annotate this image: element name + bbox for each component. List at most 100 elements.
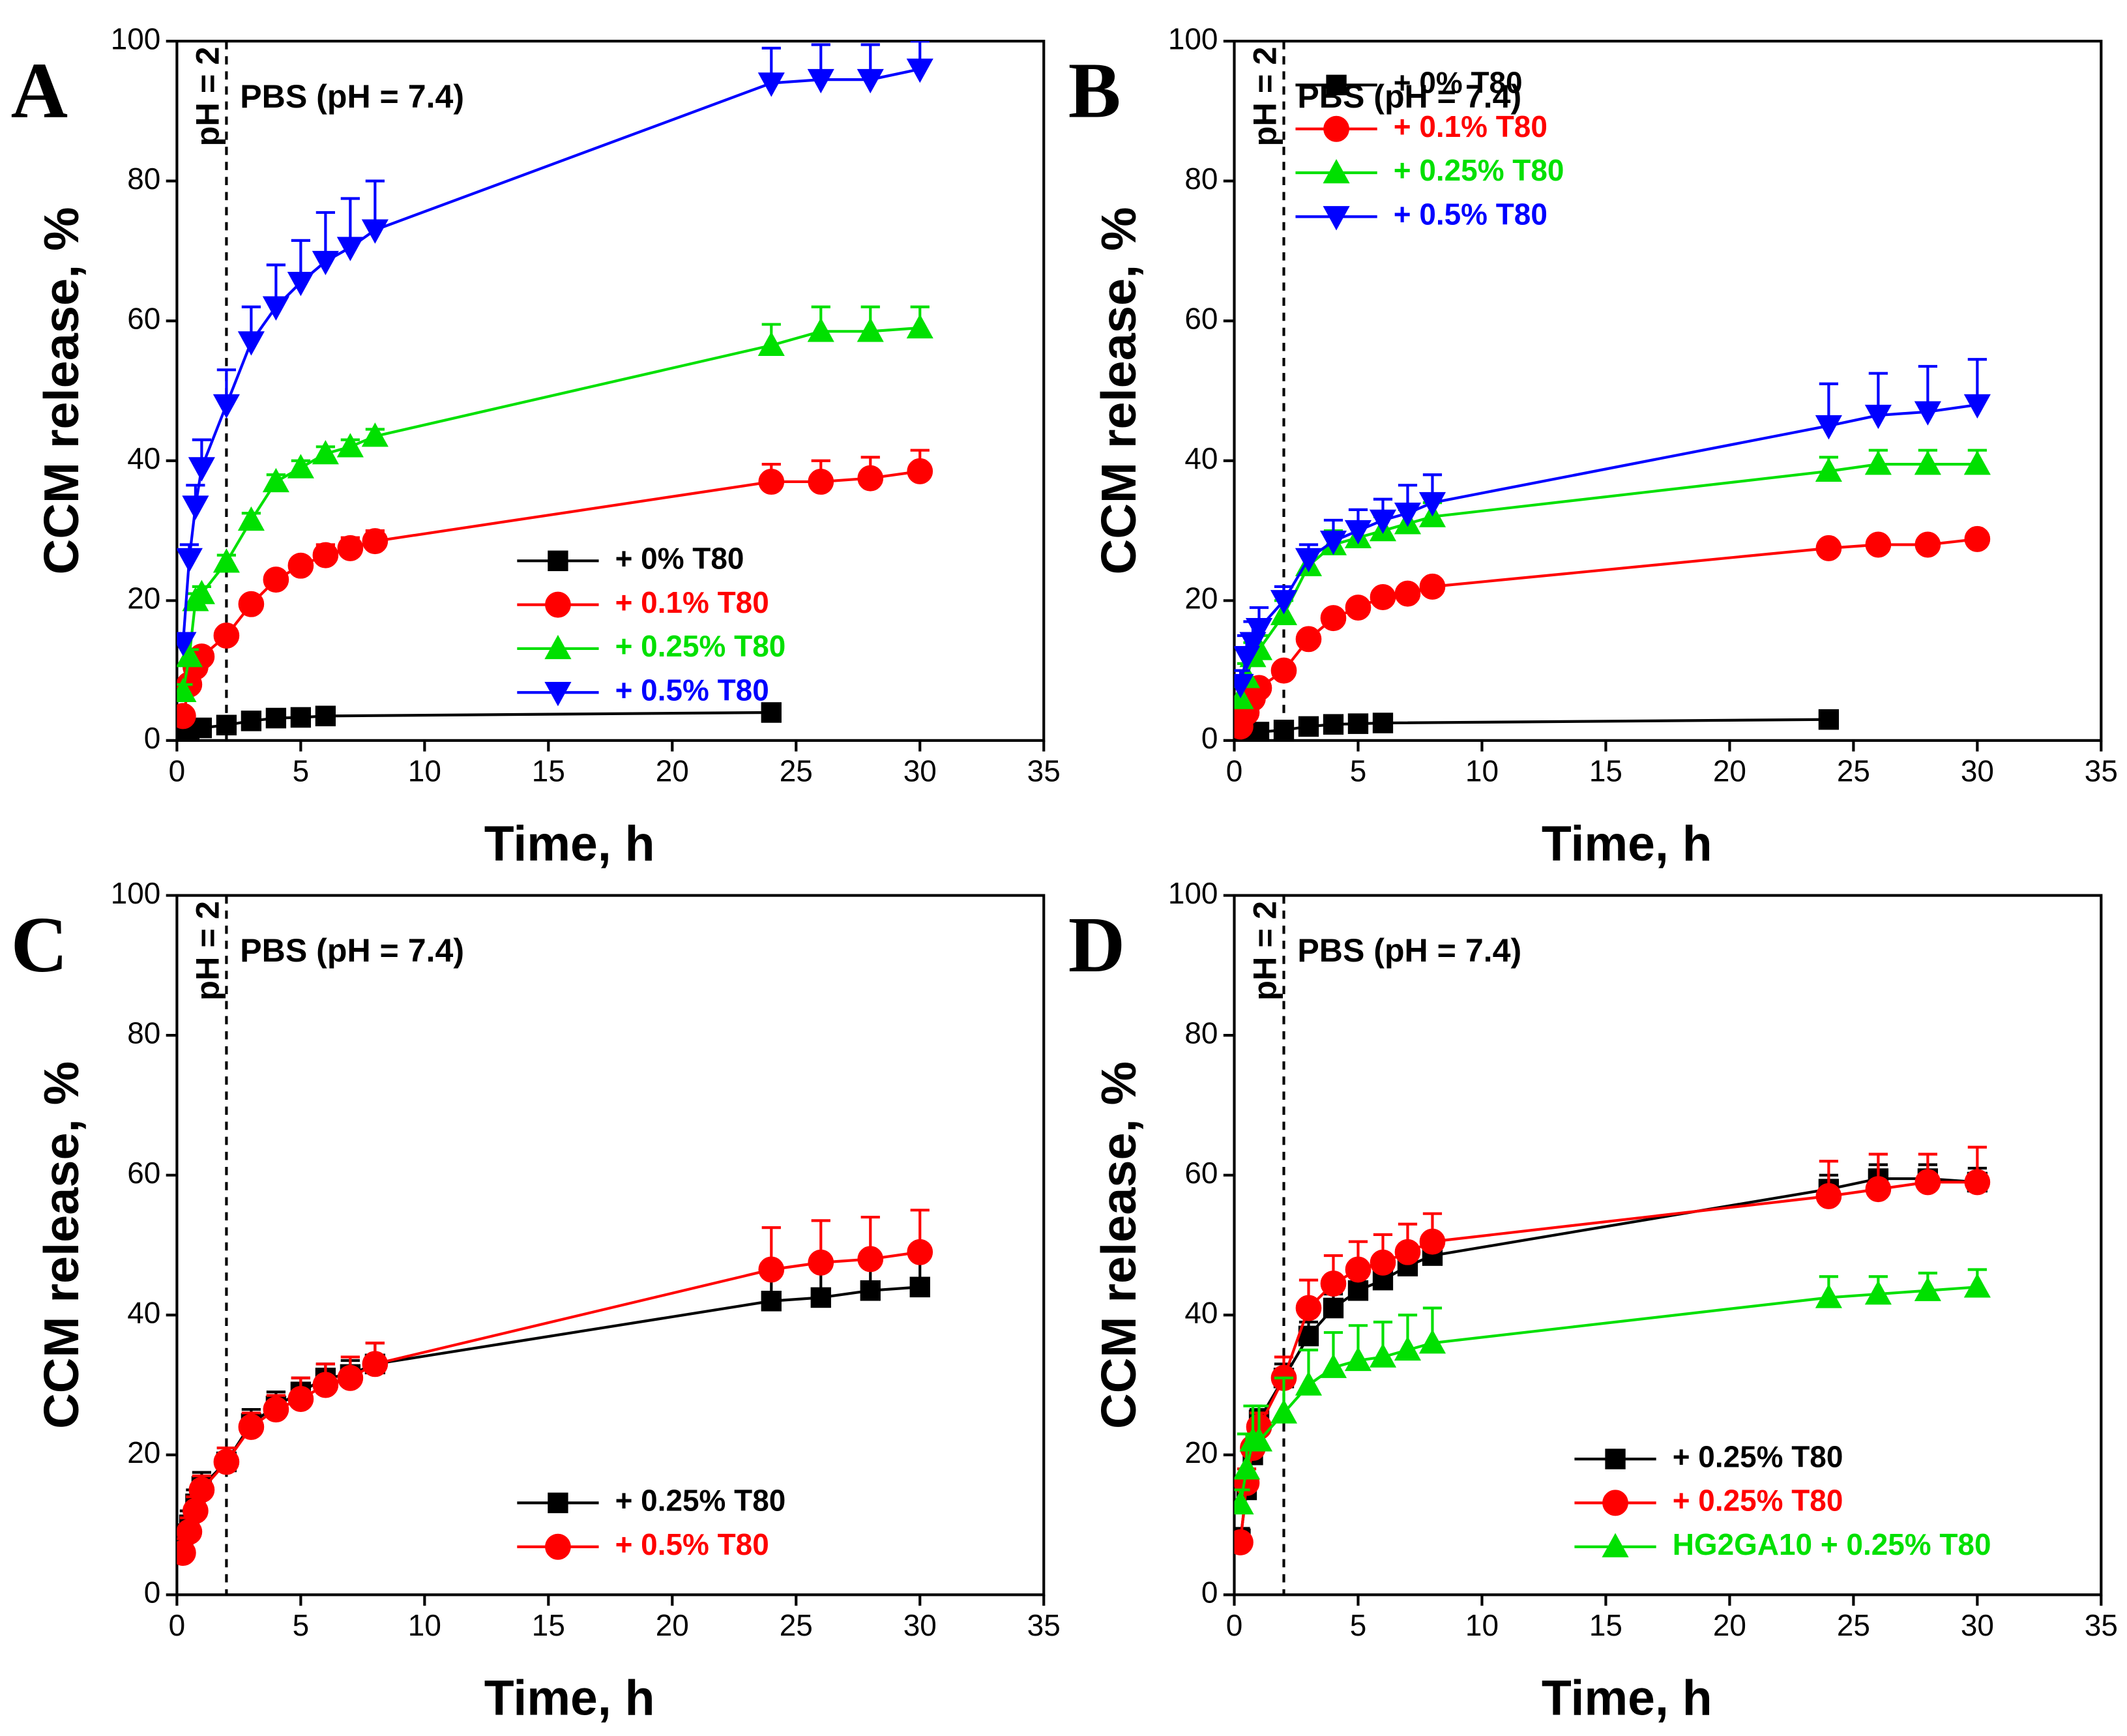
panel-label: B	[1068, 47, 1121, 135]
y-tick-label: 40	[1184, 1295, 1218, 1329]
marker	[315, 705, 336, 727]
marker	[1298, 716, 1319, 737]
y-tick-label: 60	[1184, 301, 1218, 335]
marker	[1319, 530, 1347, 555]
x-axis-label: Time, h	[484, 816, 655, 871]
marker	[1323, 115, 1349, 142]
legend-label: + 0.25% T80	[1394, 153, 1564, 187]
marker	[1964, 525, 1991, 552]
marker	[1864, 1280, 1892, 1305]
marker	[287, 1385, 314, 1412]
marker	[1963, 394, 1991, 419]
marker	[757, 72, 785, 97]
marker	[1234, 1529, 1254, 1555]
marker	[1323, 1297, 1344, 1319]
marker	[807, 68, 834, 94]
marker	[265, 707, 287, 729]
marker	[177, 677, 197, 702]
y-tick-label: 100	[111, 22, 161, 55]
marker	[362, 1351, 389, 1377]
marker	[1323, 714, 1344, 735]
x-axis-label: Time, h	[1542, 1670, 1712, 1725]
x-tick-label: 15	[1589, 754, 1622, 787]
x-tick-label: 20	[656, 754, 689, 787]
x-tick-label: 35	[2085, 1608, 2118, 1642]
marker	[808, 1249, 834, 1276]
y-tick-label: 80	[1184, 1016, 1218, 1050]
series-line	[181, 326, 920, 692]
marker	[857, 68, 884, 94]
marker	[1344, 1346, 1372, 1372]
ph-label: pH = 2	[1246, 901, 1284, 1001]
y-tick-label: 40	[1184, 441, 1218, 475]
y-tick-label: 80	[127, 1016, 160, 1050]
x-axis-label: Time, h	[484, 1670, 655, 1725]
x-tick-label: 35	[1027, 754, 1061, 787]
marker	[860, 1280, 881, 1301]
x-tick-label: 0	[1226, 754, 1243, 787]
marker	[1320, 1270, 1347, 1297]
x-tick-label: 15	[532, 1608, 565, 1642]
marker	[287, 454, 314, 478]
plot-area	[177, 1209, 933, 1566]
marker	[907, 458, 933, 484]
plot-frame	[1233, 894, 2103, 1596]
marker	[1914, 450, 1941, 475]
marker	[1914, 1169, 1941, 1196]
marker	[1295, 1371, 1323, 1396]
marker	[1865, 1176, 1892, 1203]
x-tick-label: 15	[1589, 1608, 1622, 1642]
y-tick-label: 100	[1168, 22, 1218, 55]
panel-label: A	[11, 47, 68, 135]
marker	[1270, 657, 1297, 684]
marker	[191, 717, 213, 739]
marker	[1815, 535, 1842, 561]
marker	[1963, 450, 1991, 475]
x-tick-label: 20	[1713, 1608, 1746, 1642]
panel-label: D	[1068, 902, 1125, 990]
y-tick-label: 60	[127, 301, 160, 335]
marker	[857, 1246, 884, 1273]
marker	[761, 702, 782, 723]
marker	[188, 457, 215, 482]
marker	[906, 314, 933, 339]
x-tick-label: 0	[169, 754, 186, 787]
marker	[312, 542, 339, 568]
ph-label: pH = 2	[189, 901, 226, 1001]
marker	[1323, 158, 1350, 184]
marker	[544, 634, 572, 660]
marker	[312, 250, 339, 276]
x-tick-label: 0	[1226, 1608, 1243, 1642]
marker	[906, 58, 933, 83]
x-tick-label: 5	[293, 1608, 310, 1642]
y-tick-label: 60	[1184, 1156, 1218, 1190]
marker	[241, 711, 262, 731]
ph-label: pH = 2	[189, 47, 226, 147]
marker	[188, 580, 215, 604]
series-line	[1239, 537, 1978, 728]
marker	[1419, 573, 1446, 600]
marker	[361, 219, 389, 244]
x-tick-label: 0	[169, 1608, 186, 1642]
marker	[1370, 583, 1396, 610]
plot-frame	[175, 894, 1046, 1596]
y-tick-label: 20	[1184, 1435, 1218, 1469]
marker	[177, 548, 203, 573]
marker	[336, 433, 364, 458]
y-tick-label: 20	[127, 581, 160, 615]
series-line	[1239, 463, 1978, 699]
x-tick-label: 10	[1465, 754, 1499, 787]
marker	[1394, 1336, 1422, 1361]
marker	[238, 1413, 265, 1440]
y-tick-label: 80	[1184, 162, 1218, 196]
marker	[1347, 1280, 1369, 1301]
marker	[1369, 1343, 1397, 1368]
marker	[1295, 548, 1323, 573]
x-tick-label: 5	[293, 754, 310, 787]
x-tick-label: 20	[1713, 754, 1746, 787]
marker	[213, 622, 240, 649]
marker	[1320, 605, 1347, 632]
marker	[263, 566, 289, 593]
marker	[1245, 618, 1273, 643]
